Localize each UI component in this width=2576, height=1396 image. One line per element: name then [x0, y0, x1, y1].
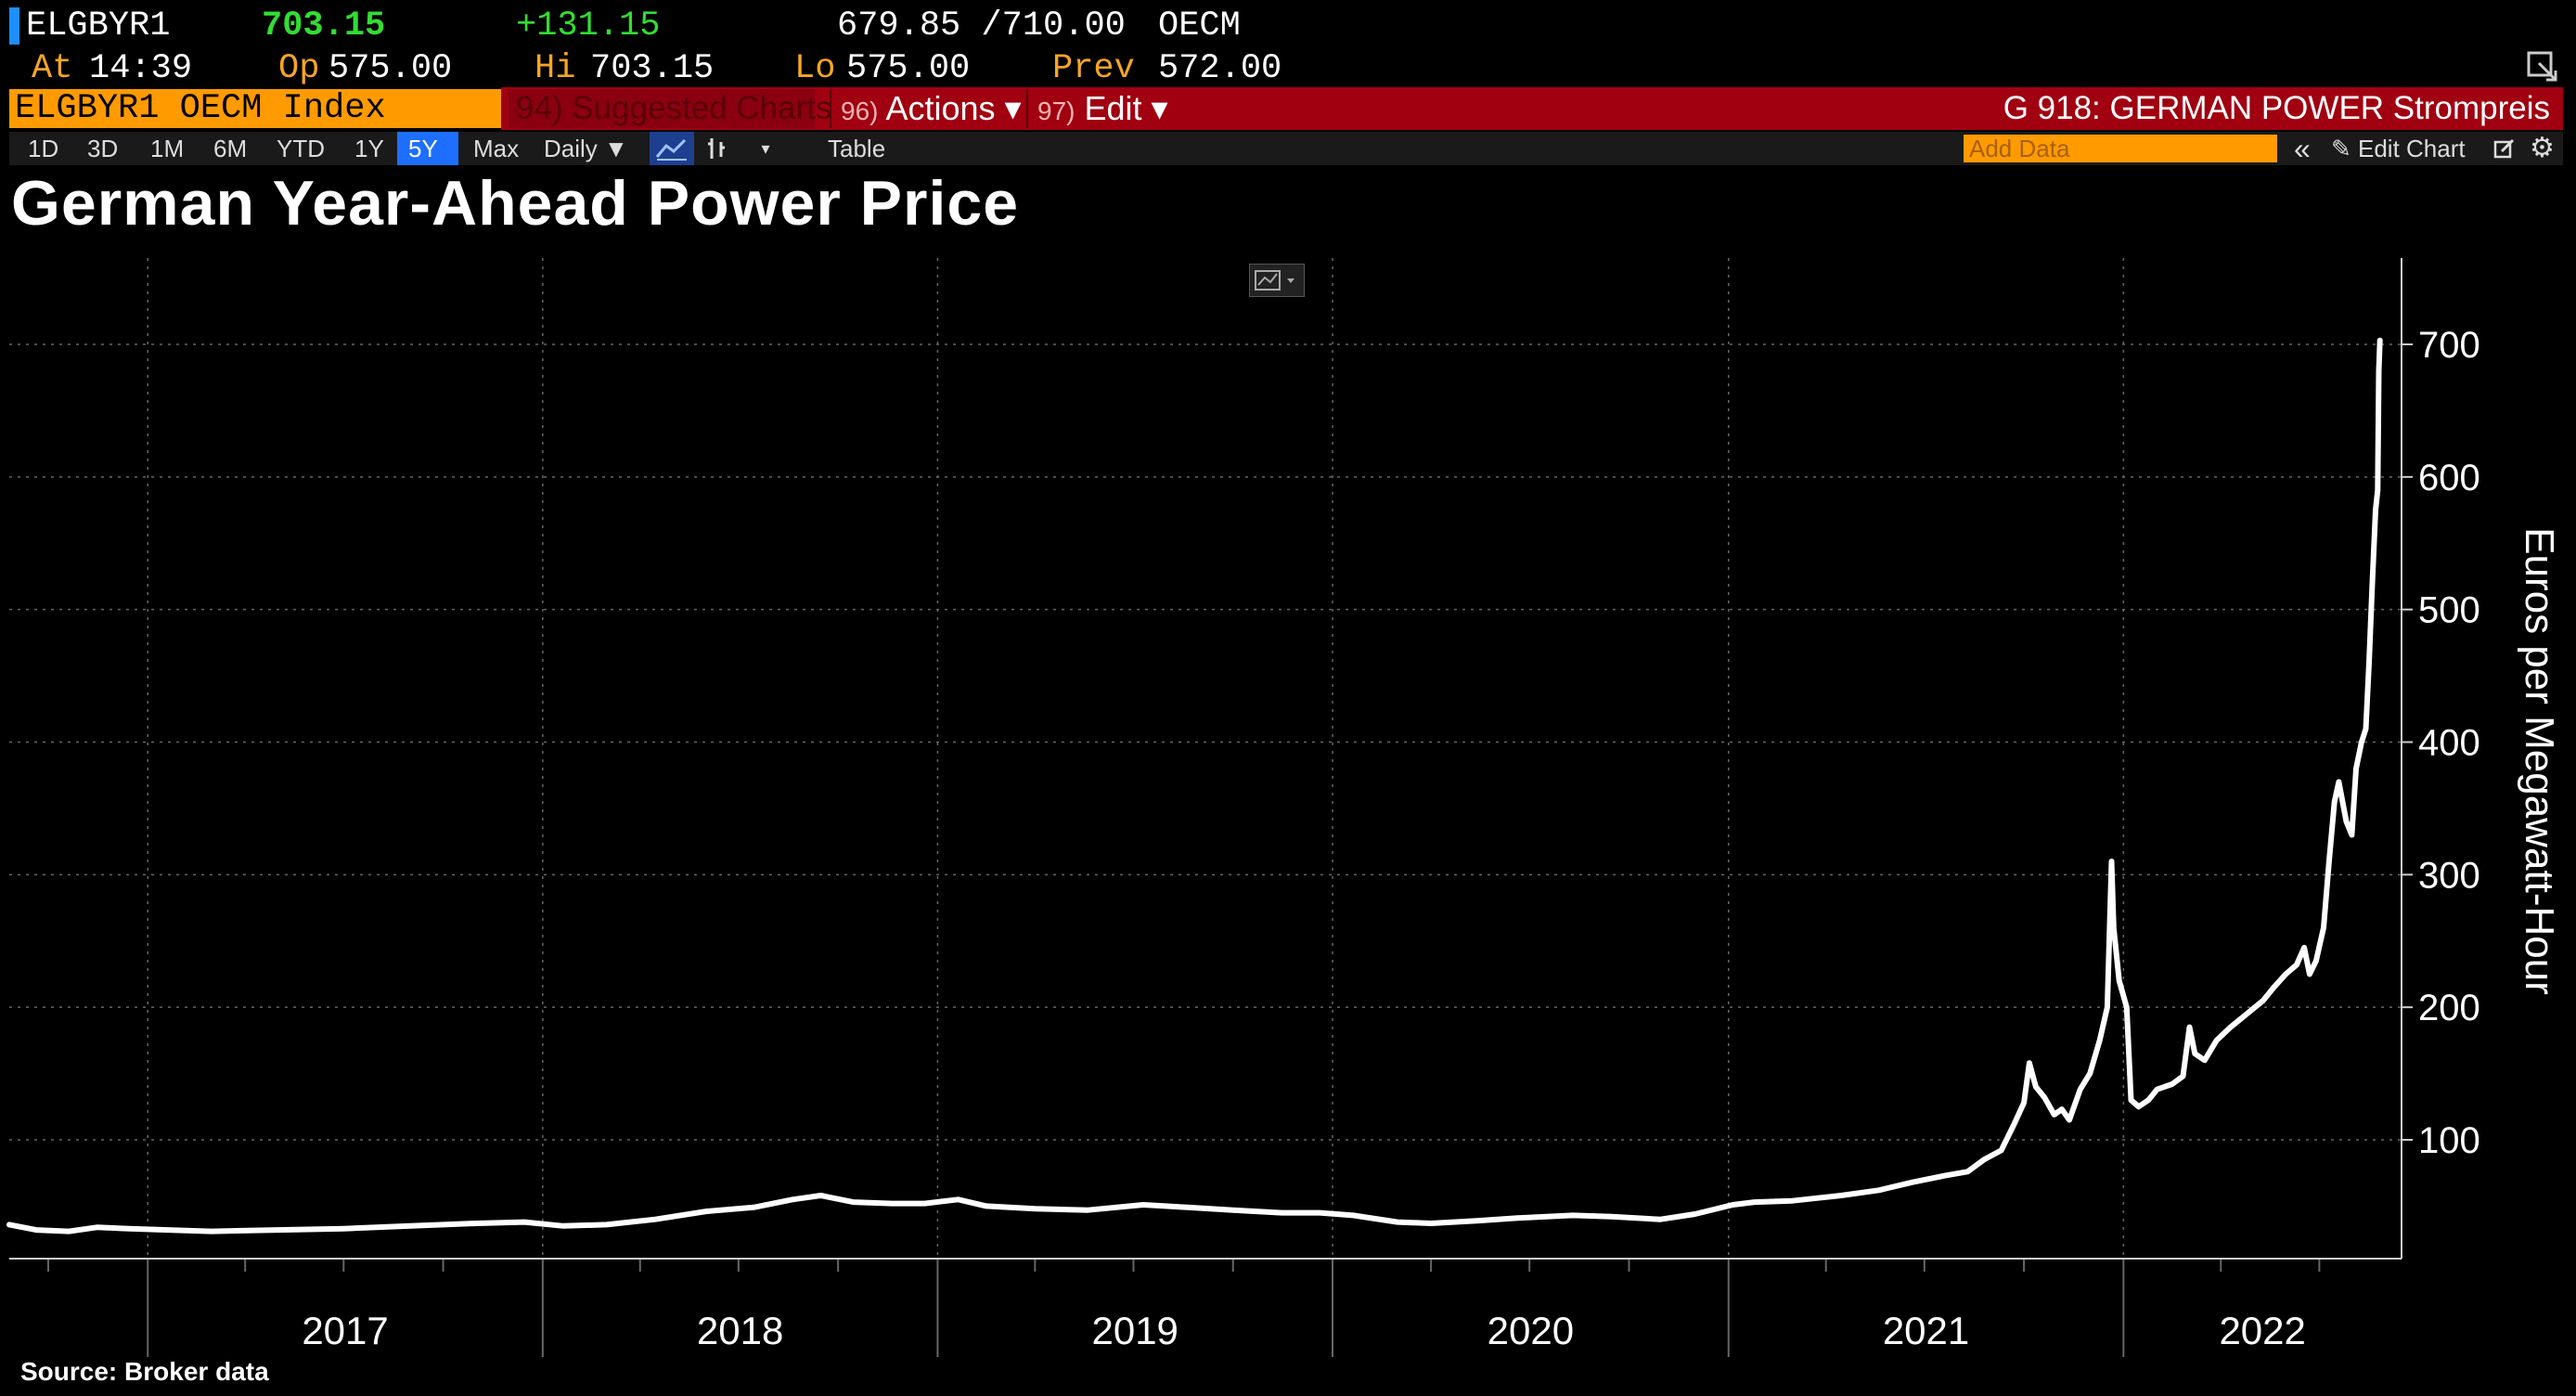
chart-title: German Year-Ahead Power Price — [11, 168, 1020, 239]
y-tick-label-500: 500 — [2418, 590, 2480, 631]
y-tick-label-400: 400 — [2418, 723, 2480, 764]
low-label: Lo — [794, 49, 836, 88]
security-field[interactable]: ELGBYR1 OECM Index — [9, 89, 501, 128]
x-tick-label-2017: 2017 — [302, 1309, 388, 1352]
range-1d[interactable]: 1D — [28, 135, 59, 162]
table-button[interactable]: Table — [828, 135, 886, 162]
actions-number: 96) — [841, 97, 879, 125]
range-1m[interactable]: 1M — [150, 135, 185, 162]
y-axis-title: Euros per Megawatt-Hour — [2517, 527, 2562, 995]
x-tick-label-2022: 2022 — [2219, 1309, 2305, 1352]
collapse-icon[interactable]: « — [2294, 132, 2311, 165]
actions-menu[interactable]: 96) Actions ▾ — [830, 89, 1024, 128]
chart-type-dropdown-icon[interactable]: ▾ — [761, 139, 770, 158]
price-change: +131.15 — [516, 6, 661, 45]
source-note: Source: Broker data — [20, 1357, 269, 1386]
x-tick-label-2018: 2018 — [697, 1309, 783, 1352]
bar-chart-icon[interactable] — [698, 132, 735, 165]
range-3d[interactable]: 3D — [87, 135, 119, 162]
quote-time: 14:39 — [89, 49, 193, 88]
bid-ask-range: 679.85 /710.00 — [837, 6, 1126, 45]
x-axis-tick-labels: 2017 2018 2019 2020 2021 2022 — [302, 1309, 2306, 1352]
exchange: OECM — [1158, 6, 1241, 45]
range-ytd[interactable]: YTD — [277, 135, 325, 162]
suggested-charts-button[interactable]: 94) Suggested Charts — [509, 89, 831, 128]
x-tick-label-2021: 2021 — [1883, 1309, 1969, 1352]
high-label: Hi — [535, 49, 576, 88]
range-6m[interactable]: 6M — [213, 135, 248, 162]
x-tick-label-2020: 2020 — [1488, 1309, 1574, 1352]
range-max[interactable]: Max — [473, 135, 520, 162]
edit-chart-button[interactable]: ✎ Edit Chart — [2331, 135, 2466, 162]
popout-icon[interactable] — [2526, 50, 2559, 84]
range-5y[interactable]: 5Y — [397, 132, 458, 165]
y-tick-label-100: 100 — [2418, 1120, 2480, 1161]
chart-axes — [9, 258, 2413, 1357]
prev-value: 572.00 — [1158, 49, 1282, 88]
annotate-icon[interactable] — [2487, 132, 2522, 165]
frequency-select[interactable]: Daily ▼ — [544, 135, 628, 162]
chart-options-icon[interactable] — [1249, 264, 1305, 297]
settings-gear-icon[interactable]: ⚙ — [2530, 133, 2555, 163]
add-data-input[interactable]: Add Data — [1964, 135, 2277, 162]
edit-menu[interactable]: 97) Edit ▾ — [1026, 89, 1175, 128]
line-chart-icon[interactable] — [650, 132, 694, 165]
last-price: 703.15 — [262, 6, 386, 45]
y-tick-label-600: 600 — [2418, 458, 2480, 498]
prev-label: Prev — [1052, 49, 1135, 88]
open-label: Op — [278, 49, 320, 88]
y-tick-label-700: 700 — [2418, 325, 2480, 366]
y-tick-label-200: 200 — [2418, 988, 2480, 1028]
x-tick-label-2019: 2019 — [1091, 1309, 1178, 1352]
range-1y[interactable]: 1Y — [354, 135, 384, 162]
high-value: 703.15 — [590, 49, 715, 88]
open-value: 575.00 — [328, 49, 453, 88]
ticker: ELGBYR1 — [26, 6, 171, 45]
time-label: At — [32, 49, 73, 88]
security-color-marker — [9, 7, 19, 45]
edit-number: 97) — [1037, 97, 1075, 125]
price-series-line — [6, 337, 2383, 1234]
edit-label: Edit ▾ — [1084, 89, 1168, 127]
actions-label: Actions ▾ — [885, 89, 1022, 127]
low-value: 575.00 — [846, 49, 971, 88]
y-axis-tick-labels: 100 200 300 400 500 600 700 — [2418, 325, 2480, 1161]
chart-page-title: G 918: GERMAN POWER Strompreis — [2003, 90, 2550, 126]
y-tick-label-300: 300 — [2418, 855, 2480, 896]
chart-grid — [9, 258, 2402, 1259]
